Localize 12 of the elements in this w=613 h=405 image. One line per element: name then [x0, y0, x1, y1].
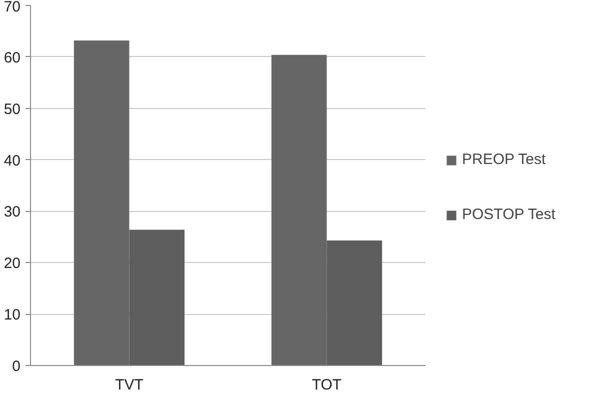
- x-tick-label: TVT: [115, 376, 144, 394]
- legend-label: POSTOP Test: [462, 206, 556, 223]
- y-tick-label: 10: [4, 306, 21, 324]
- y-tick-label: 40: [4, 152, 21, 170]
- y-tick-label: 60: [4, 49, 21, 66]
- y-tick-label: 30: [4, 204, 21, 221]
- y-tick-label: 50: [4, 100, 21, 118]
- legend-label: PREOP Test: [462, 151, 546, 168]
- x-tick-label: TOT: [312, 376, 342, 394]
- y-tick-label: 70: [4, 0, 21, 16]
- y-tick-label: 0: [12, 358, 20, 375]
- y-tick-label: 20: [4, 255, 21, 272]
